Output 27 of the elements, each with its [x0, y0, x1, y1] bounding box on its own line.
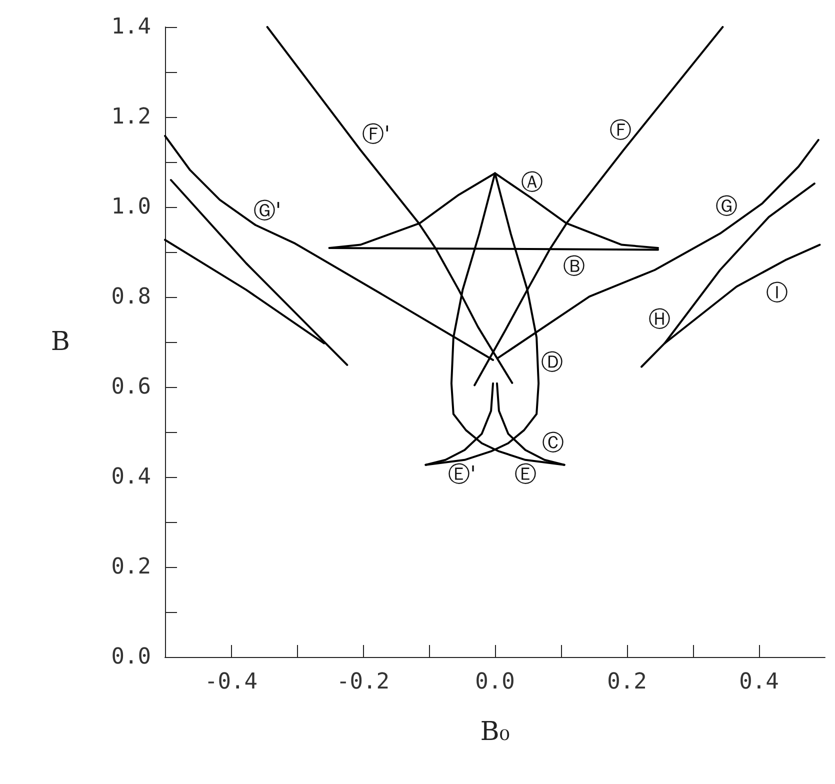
x-tick-label: 0.2 — [607, 670, 647, 694]
x-tick-label: -0.4 — [204, 670, 258, 694]
x-tick-label: 0.0 — [475, 670, 515, 694]
annotation: Ⓕ — [609, 118, 632, 144]
y-tick-label: 0.6 — [111, 374, 151, 400]
y-tick-label: 0.4 — [111, 464, 151, 490]
annotation: Ⓖ' — [253, 199, 282, 224]
y-tick-label: 1.0 — [111, 194, 151, 220]
annotation: Ⓔ — [514, 462, 536, 488]
y-tick-label: 1.2 — [111, 104, 151, 130]
x-tick-label: -0.2 — [336, 670, 390, 694]
y-tick-label: 0.8 — [111, 284, 151, 310]
annotation: Ⓔ' — [448, 462, 476, 488]
annotation: Ⓐ — [520, 170, 543, 196]
annotation: Ⓒ — [542, 430, 564, 456]
x-tick-label: 0.4 — [739, 670, 779, 694]
y-tick-label: 0.0 — [111, 644, 151, 670]
x-axis-title: B₀ — [480, 717, 510, 747]
annotation: Ⓘ — [766, 280, 788, 306]
annotation: Ⓗ — [648, 307, 670, 332]
annotation: Ⓓ — [540, 350, 563, 376]
y-tick-label: 1.4 — [111, 14, 151, 40]
y-tick-label: 0.2 — [111, 554, 151, 580]
y-axis-title: B — [50, 327, 70, 357]
annotation: Ⓖ — [716, 194, 738, 220]
annotation: Ⓕ' — [362, 122, 390, 148]
annotation: Ⓑ — [563, 254, 586, 280]
